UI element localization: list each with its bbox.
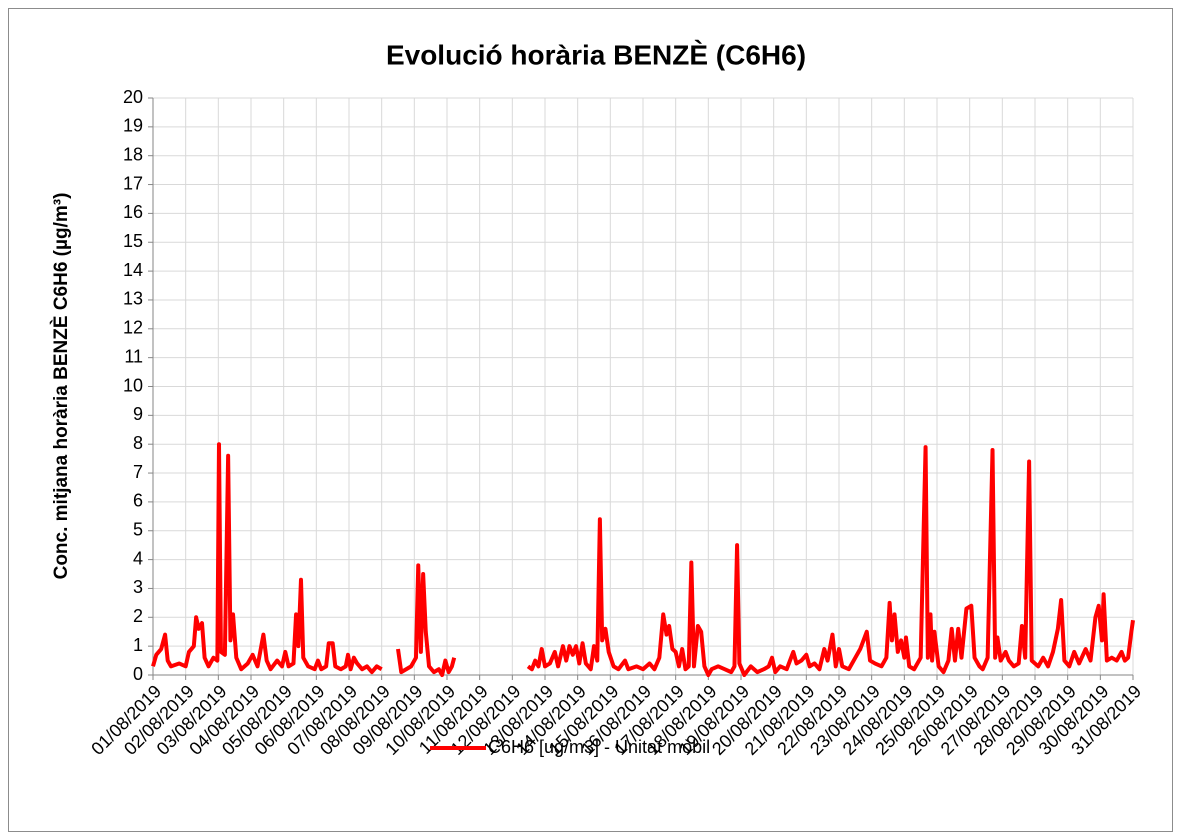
y-tick-label: 13	[123, 289, 143, 309]
y-tick-label: 15	[123, 231, 143, 251]
y-tick-label: 1	[133, 635, 143, 655]
y-tick-label: 8	[133, 433, 143, 453]
y-tick-label: 3	[133, 577, 143, 597]
y-tick-label: 2	[133, 606, 143, 626]
y-tick-label: 18	[123, 144, 143, 164]
y-tick-label: 5	[133, 520, 143, 540]
y-tick-label: 11	[124, 346, 143, 366]
y-tick-label: 0	[133, 664, 143, 684]
y-axis-label: Conc. mitjana horària BENZÈ C6H6 (µg/m³)	[50, 193, 72, 580]
y-tick-label: 19	[123, 116, 143, 136]
y-tick-label: 20	[123, 87, 143, 107]
y-tick-label: 14	[123, 260, 143, 280]
legend-label: C6H6 [ug/m3] - Unitat mòbil	[488, 737, 710, 757]
y-tick-label: 9	[133, 404, 143, 424]
y-tick-label: 10	[123, 375, 143, 395]
chart-title: Evolució horària BENZÈ (C6H6)	[386, 39, 806, 70]
y-tick-label: 17	[123, 173, 143, 193]
y-tick-label: 12	[123, 318, 143, 338]
y-tick-label: 4	[133, 548, 143, 568]
data-line	[151, 442, 1135, 677]
y-tick-label: 6	[133, 491, 143, 511]
y-tick-label: 16	[123, 202, 143, 222]
y-tick-label: 7	[133, 462, 143, 482]
chart-border	[8, 8, 1173, 832]
